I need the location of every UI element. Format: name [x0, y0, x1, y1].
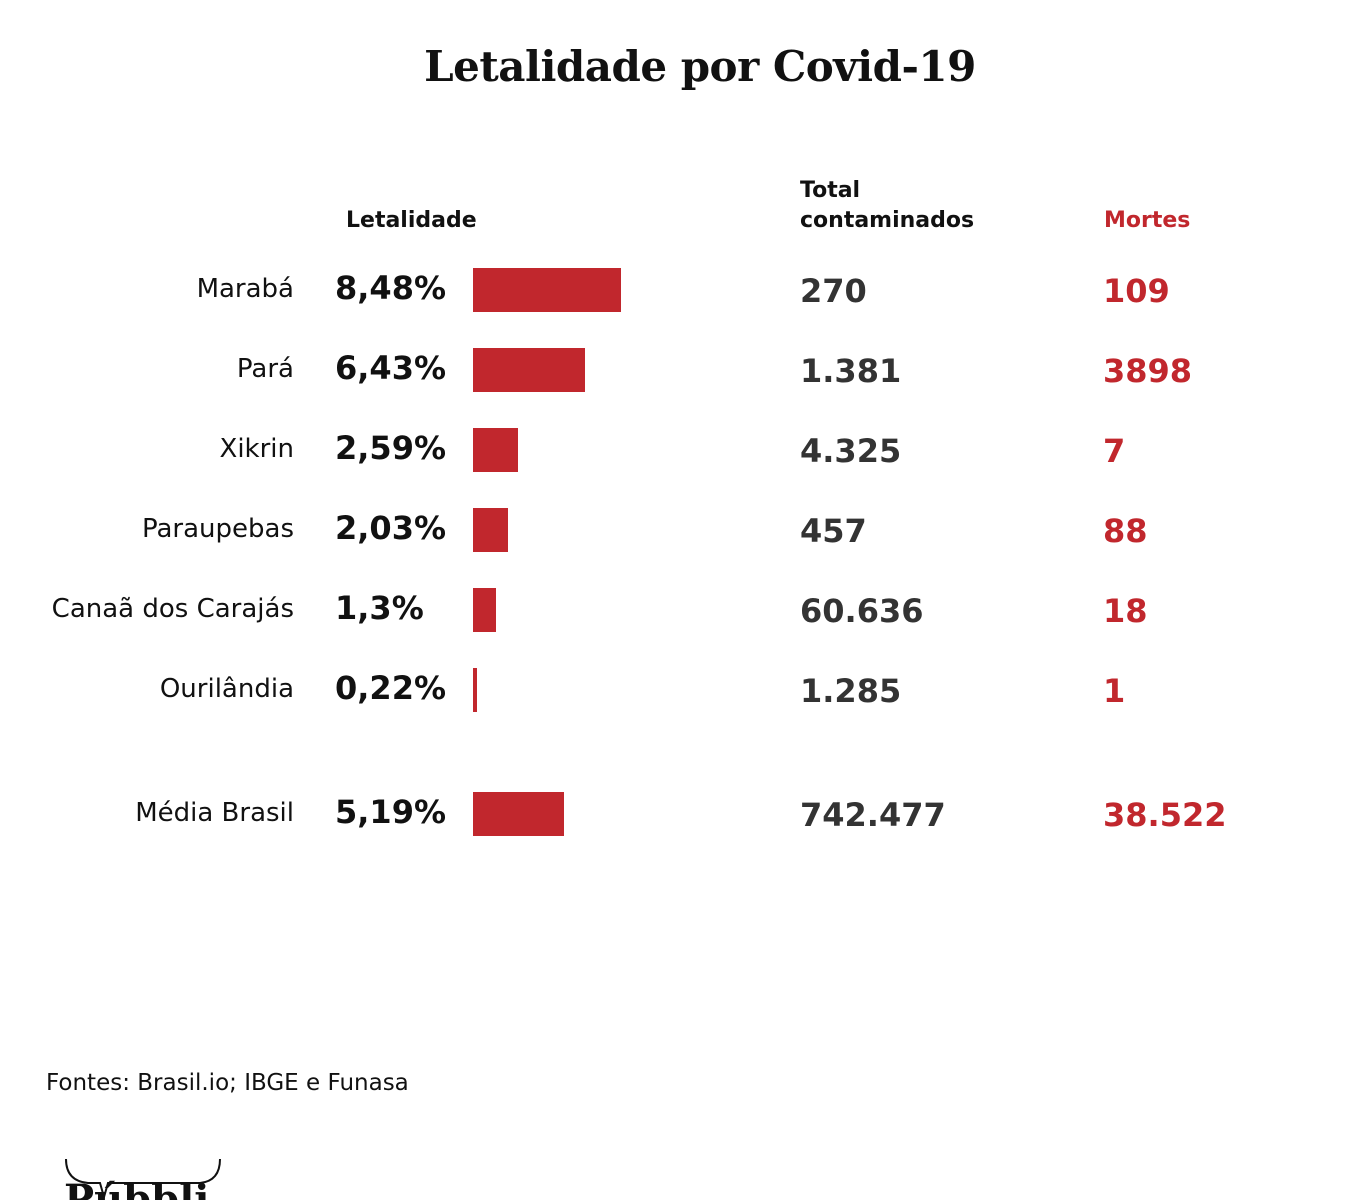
mortes-value: 88 — [1103, 512, 1148, 550]
category-label: Pará — [236, 354, 294, 384]
source-note: Fontes: Brasil.io; IBGE e Funasa — [46, 1070, 409, 1096]
category-label: Média Brasil — [135, 798, 294, 828]
bar — [473, 428, 519, 472]
mortes-value: 18 — [1103, 592, 1148, 630]
mortes-value: 7 — [1103, 432, 1126, 470]
category-label: Marabá — [196, 274, 294, 304]
category-label: Canaã dos Carajás — [51, 594, 294, 624]
bar — [473, 508, 509, 552]
value-label: 0,22% — [335, 669, 447, 707]
value-label: 5,19% — [335, 793, 447, 831]
header-mortes: Mortes — [1104, 208, 1191, 233]
total-contaminados-value: 4.325 — [800, 432, 902, 470]
total-contaminados-value: 457 — [800, 512, 867, 550]
value-label: 8,48% — [335, 269, 447, 307]
total-contaminados-value: 742.477 — [800, 796, 946, 834]
category-label: Paraupebas — [141, 514, 294, 544]
mortes-value: 3898 — [1103, 352, 1193, 390]
mortes-value: 1 — [1103, 672, 1126, 710]
bar — [473, 268, 621, 312]
category-label: Ourilândia — [159, 674, 294, 704]
total-contaminados-value: 1.381 — [800, 352, 902, 390]
total-contaminados-value: 270 — [800, 272, 867, 310]
total-contaminados-value: 60.636 — [800, 592, 924, 630]
bar — [473, 588, 496, 632]
value-label: 2,59% — [335, 429, 447, 467]
header-total: Total contaminados — [800, 178, 975, 233]
header-letalidade: Letalidade — [346, 208, 477, 233]
bar — [473, 792, 564, 836]
mortes-value: 38.522 — [1103, 796, 1227, 834]
bar — [473, 348, 586, 392]
bar — [473, 668, 477, 712]
category-label: Xikrin — [219, 434, 294, 464]
mortes-value: 109 — [1103, 272, 1170, 310]
chart-title: Letalidade por Covid-19 — [424, 42, 976, 91]
total-contaminados-value: 1.285 — [800, 672, 902, 710]
value-label: 2,03% — [335, 509, 447, 547]
publica-logo: Púbbli — [60, 1155, 230, 1204]
svg-text:Púbbli: Púbbli — [64, 1176, 210, 1200]
value-label: 1,3% — [335, 589, 424, 627]
value-label: 6,43% — [335, 349, 447, 387]
